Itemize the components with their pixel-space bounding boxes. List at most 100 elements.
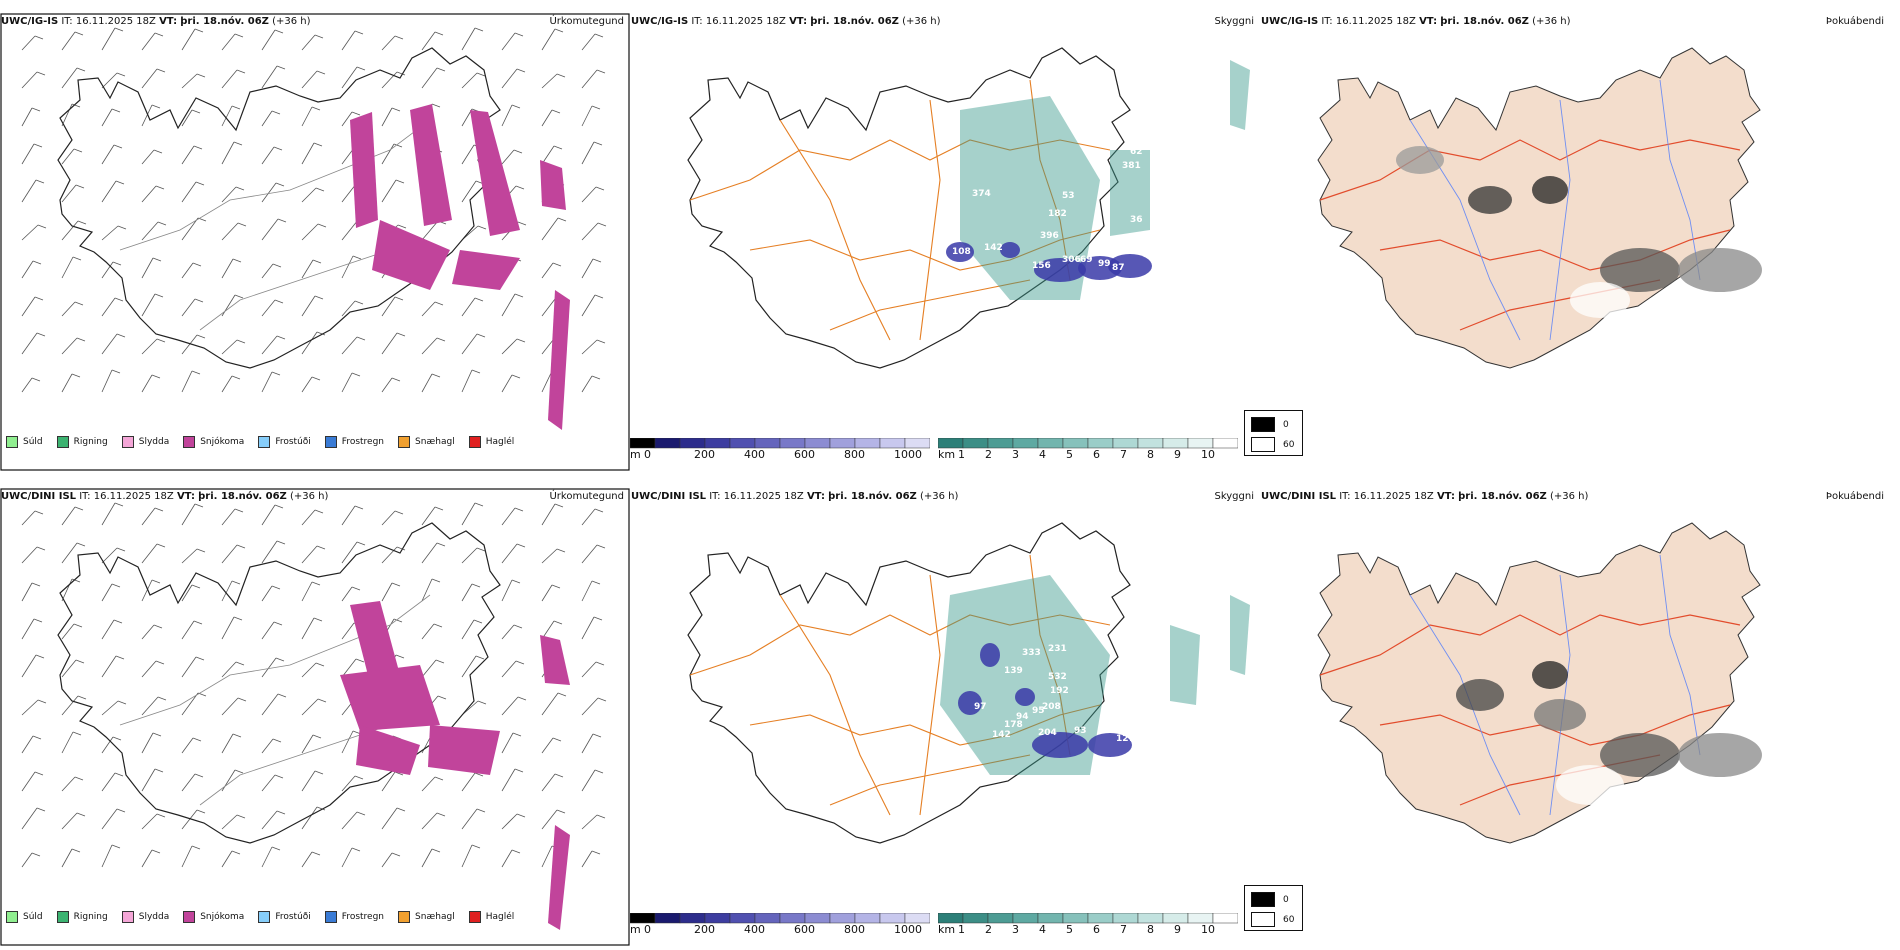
legend-item: Súld bbox=[6, 911, 43, 923]
ceiling-area bbox=[946, 242, 974, 262]
panel-title: Skyggni bbox=[1214, 491, 1254, 502]
colorbar-tick: 800 bbox=[844, 448, 865, 461]
visibility-label: 69 bbox=[1080, 255, 1093, 265]
visibility-area bbox=[1110, 150, 1150, 236]
legend-label: Slydda bbox=[138, 437, 170, 447]
fog-scale-swatch bbox=[1251, 912, 1275, 927]
colorbar-tick: 6 bbox=[1093, 448, 1100, 461]
ceiling-area bbox=[958, 691, 982, 715]
colorbar-unit: m bbox=[630, 923, 641, 936]
visibility-label: 108 bbox=[952, 247, 971, 257]
visibility-label: 36 bbox=[1130, 215, 1143, 225]
colorbar-tick: 400 bbox=[744, 448, 765, 461]
visibility-panel-row2: 333 231 139 532 192 208 97 94 95 178 204 93 127 142 U… bbox=[629, 475, 1303, 950]
fog-map bbox=[1317, 522, 1762, 844]
visibility-area bbox=[940, 575, 1110, 775]
legend-item: Súld bbox=[6, 436, 43, 448]
legend-swatch bbox=[324, 911, 337, 923]
snow-area bbox=[548, 290, 570, 430]
colorbar-tick: 1 bbox=[958, 923, 965, 936]
colorbar-tick: 600 bbox=[794, 923, 815, 936]
visibility-area bbox=[1230, 60, 1250, 130]
visibility-label: 94 bbox=[1016, 712, 1029, 722]
ceiling-area bbox=[980, 643, 1000, 667]
snow-area bbox=[540, 635, 570, 685]
ceiling-colorbar: m 0 200 400 600 800 1000 bbox=[629, 435, 931, 465]
ceiling-colorbar-swatches bbox=[629, 437, 931, 449]
legend-item: Slydda bbox=[121, 436, 170, 448]
legend-item: Rigning bbox=[56, 911, 108, 923]
fog-area bbox=[1678, 733, 1762, 777]
colorbar-tick: 6 bbox=[1093, 923, 1100, 936]
snow-area bbox=[350, 112, 378, 228]
visibility-label: 396 bbox=[1040, 231, 1059, 241]
legend-swatch bbox=[258, 436, 271, 448]
ceiling-colorbar: m 0 200 400 600 800 1000 bbox=[629, 910, 931, 940]
visibility-label: 178 bbox=[1004, 720, 1023, 730]
fog-scale-swatch bbox=[1251, 437, 1275, 452]
fog-panel-row1: UWC/IG-IS IT: 16.11.2025 18Z VT: þri. 18… bbox=[1260, 0, 1890, 475]
legend-item: Haglél bbox=[468, 436, 514, 448]
colorbar-tick: 200 bbox=[694, 923, 715, 936]
colorbar-tick: 400 bbox=[744, 923, 765, 936]
fog-area bbox=[1532, 176, 1568, 204]
fog-area bbox=[1396, 146, 1444, 174]
land-fill bbox=[1317, 47, 1761, 369]
precip-legend: Súld Rigning Slydda Snjókoma Frostúði Frostre… bbox=[6, 436, 528, 448]
fog-scale-row: 0 bbox=[1251, 892, 1289, 907]
snow-area bbox=[452, 250, 520, 290]
ceiling-area bbox=[1000, 242, 1020, 258]
visibility-label: 231 bbox=[1048, 644, 1067, 654]
panel-title: Úrkomutegund bbox=[549, 16, 624, 27]
panel-title: Þokuábendi bbox=[1825, 491, 1884, 502]
snow-area bbox=[470, 110, 520, 236]
visibility-label: 182 bbox=[1048, 209, 1067, 219]
panel-title: Þokuábendi bbox=[1825, 16, 1884, 27]
legend-item: Snæhagl bbox=[398, 911, 455, 923]
colorbar-unit: km bbox=[938, 923, 956, 936]
fog-area bbox=[1600, 733, 1680, 777]
visibility-label: 381 bbox=[1122, 161, 1141, 171]
colorbar-tick: 4 bbox=[1039, 448, 1046, 461]
ceiling-area bbox=[1034, 258, 1086, 282]
visibility-label: 192 bbox=[1050, 686, 1069, 696]
snow-area bbox=[428, 725, 500, 775]
precip-legend: Súld Rigning Slydda Snjókoma Frostúði Frostre… bbox=[6, 911, 528, 923]
legend-label: Frostregn bbox=[341, 437, 385, 447]
legend-label: Súld bbox=[23, 437, 43, 447]
legend-swatch bbox=[183, 436, 196, 448]
legend-swatch bbox=[468, 436, 481, 448]
legend-label: Snjókoma bbox=[200, 912, 245, 922]
coastline bbox=[57, 522, 501, 844]
legend-swatch bbox=[398, 911, 411, 923]
visibility-label: 230 bbox=[1128, 247, 1147, 257]
precip-type-panel-row2: UWC/DINI ISL IT: 16.11.2025 18Z VT: þri.… bbox=[0, 475, 630, 950]
legend-swatch bbox=[6, 911, 18, 923]
precip-type-panel-row1: UWC/IG-IS IT: 16.11.2025 18Z VT: þri. 18… bbox=[0, 0, 630, 475]
coastline bbox=[57, 47, 501, 369]
colorbar-tick: 9 bbox=[1174, 923, 1181, 936]
wind-barbs bbox=[21, 27, 607, 393]
visibility-label: 333 bbox=[1022, 648, 1041, 658]
legend-label: Haglél bbox=[485, 912, 515, 922]
ceiling-area bbox=[1088, 733, 1132, 757]
panel-header: UWC/DINI ISL IT: 16.11.2025 18Z VT: þri.… bbox=[631, 491, 959, 502]
colorbar-tick: 1 bbox=[958, 448, 965, 461]
precip-type-map bbox=[0, 13, 630, 471]
fog-scale-row: 60 bbox=[1251, 437, 1294, 452]
visibility-label: 204 bbox=[1038, 728, 1057, 738]
legend-swatch bbox=[468, 911, 481, 923]
road-network bbox=[689, 554, 1111, 816]
colorbar-tick: 4 bbox=[1039, 923, 1046, 936]
fog-map bbox=[1317, 47, 1762, 369]
fog-scale-label: 0 bbox=[1283, 419, 1289, 430]
panel-header: UWC/DINI ISL IT: 16.11.2025 18Z VT: þri.… bbox=[1261, 491, 1589, 502]
ceiling-colorbar-swatches bbox=[629, 912, 931, 924]
legend-label: Snæhagl bbox=[415, 912, 455, 922]
snow-area bbox=[548, 825, 570, 930]
ceiling-area bbox=[1015, 688, 1035, 706]
fog-area bbox=[1534, 699, 1586, 731]
visibility-label: 97 bbox=[974, 702, 987, 712]
